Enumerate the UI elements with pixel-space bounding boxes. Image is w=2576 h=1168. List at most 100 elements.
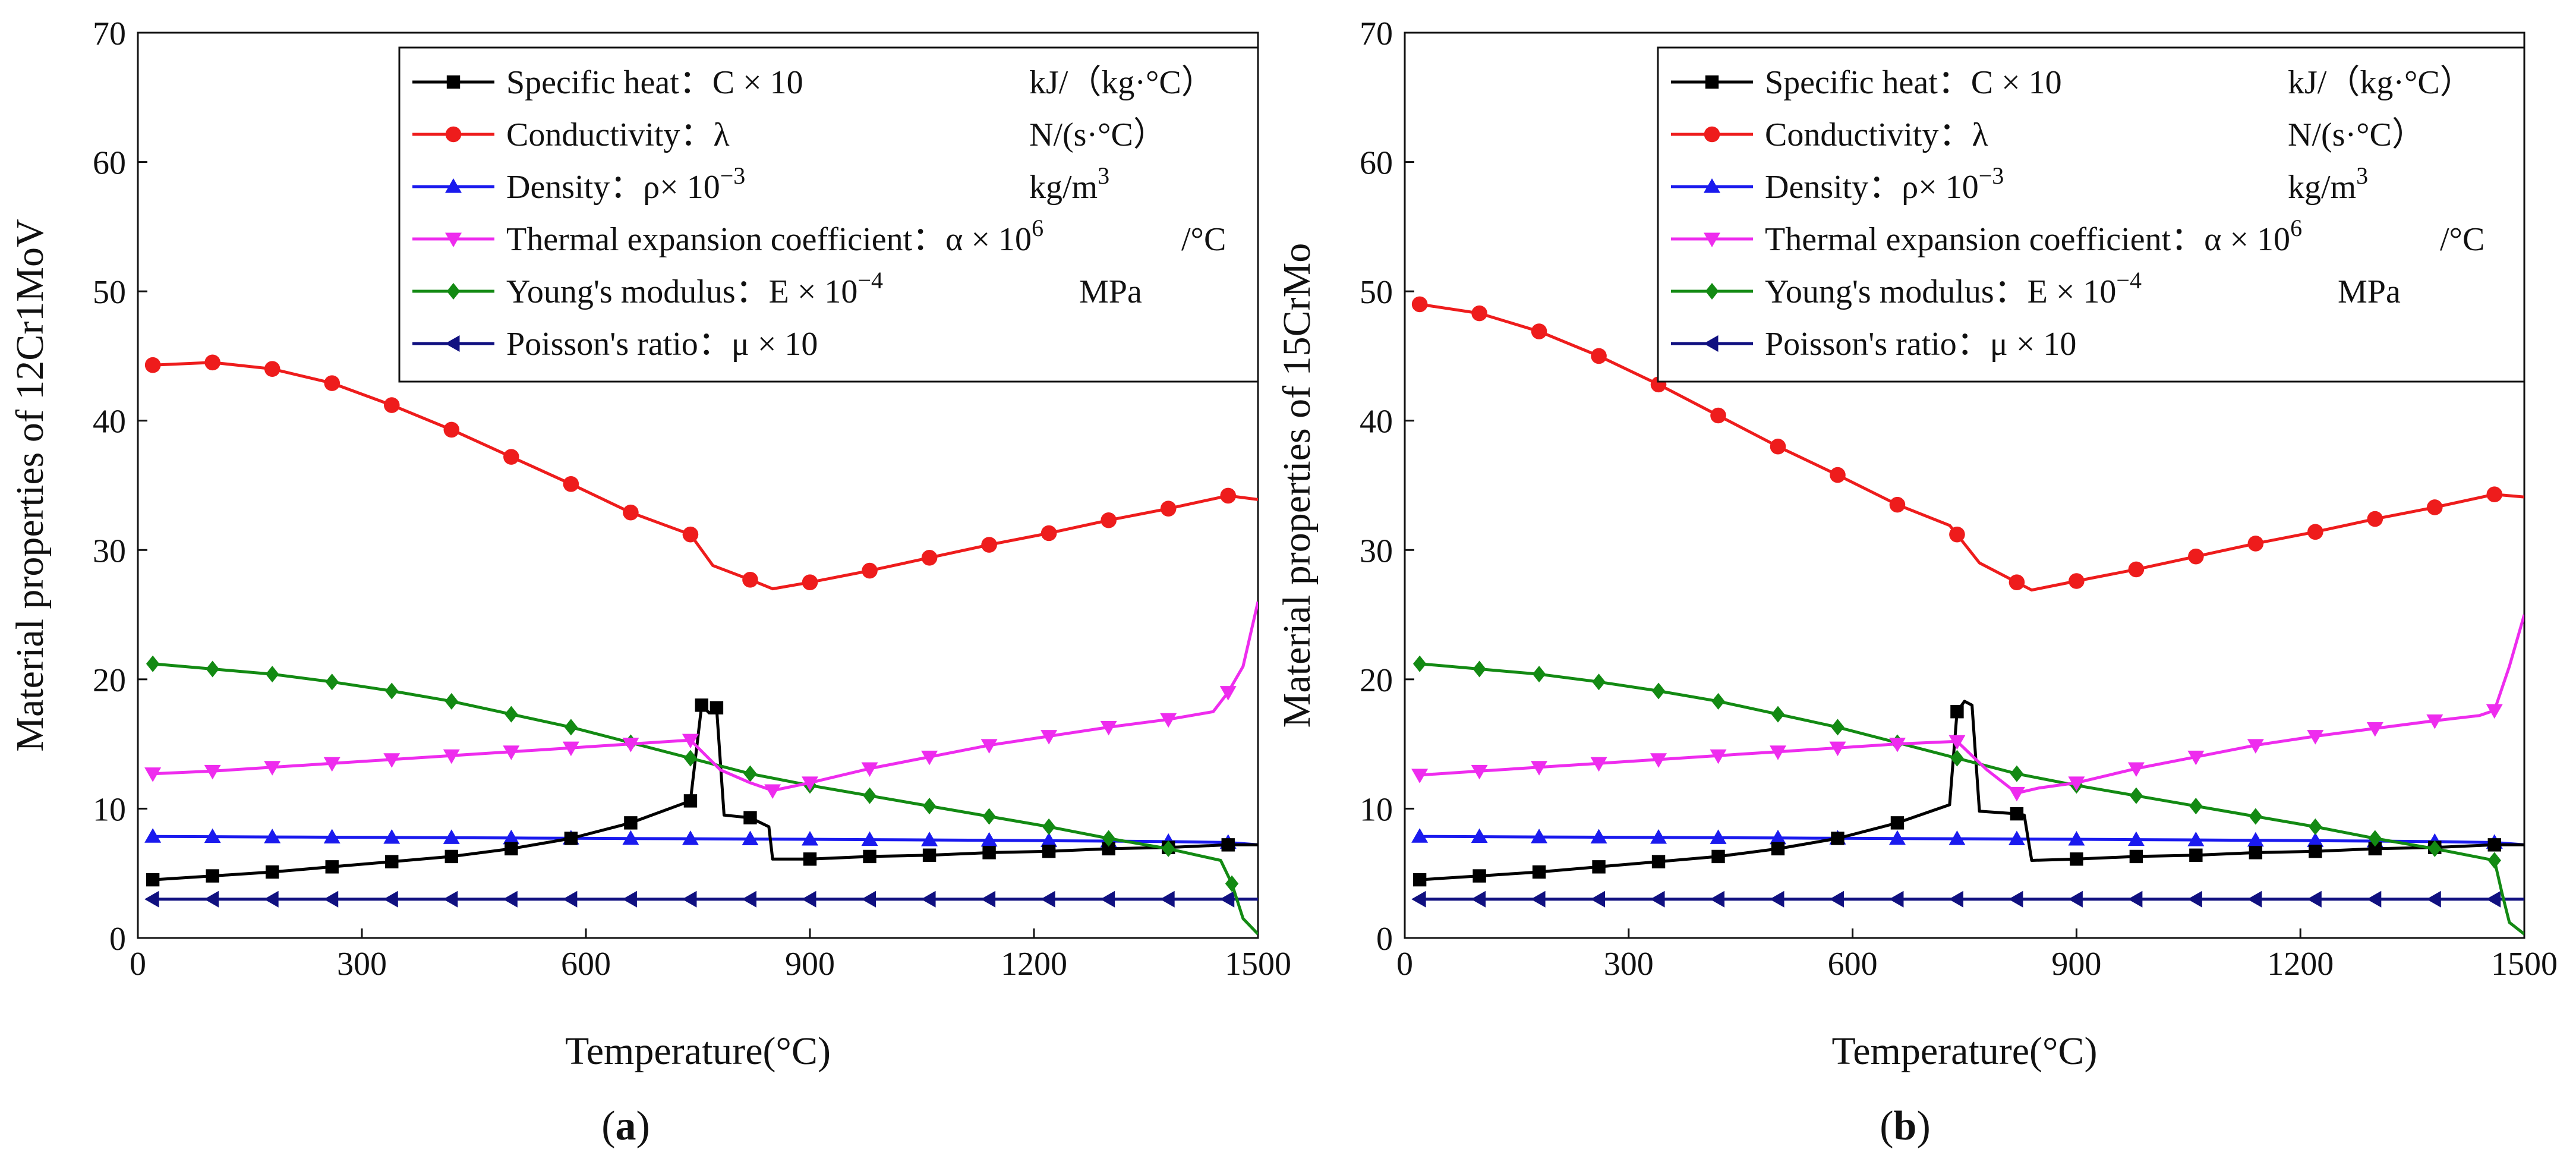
legend-label: Thermal expansion coefficient：α × 106 xyxy=(1765,215,2305,258)
data-point xyxy=(803,852,817,866)
data-point xyxy=(1590,757,1607,772)
y-tick-label: 40 xyxy=(1360,404,1393,440)
data-point xyxy=(264,890,279,908)
data-point xyxy=(503,745,520,760)
data-point xyxy=(144,890,159,908)
data-point xyxy=(1590,890,1606,908)
data-point xyxy=(443,749,460,764)
data-point xyxy=(2249,808,2263,825)
data-point xyxy=(1471,764,1488,780)
data-point xyxy=(2188,548,2204,565)
data-point xyxy=(1471,305,1487,322)
data-point xyxy=(2366,890,2382,908)
data-point xyxy=(325,860,339,874)
data-point xyxy=(623,504,639,521)
y-tick-label: 0 xyxy=(109,921,126,958)
legend-superscript: −4 xyxy=(857,267,883,294)
data-point xyxy=(1948,735,1966,750)
data-point xyxy=(1160,890,1175,908)
legend-marker-swatch xyxy=(446,283,461,300)
y-axis-title: Material properties of 15CrMo xyxy=(1275,243,1319,728)
data-point xyxy=(2309,818,2322,835)
legend: Specific heat：C × 10 kJ/（kg·°C） Conductivi… xyxy=(398,46,1259,383)
data-point xyxy=(1041,832,1058,847)
data-point xyxy=(443,890,458,908)
data-point xyxy=(624,816,638,830)
data-point xyxy=(2426,890,2441,908)
data-point xyxy=(1220,487,1237,504)
legend-item-poisson: Poisson's ratio：μ × 10 xyxy=(412,326,818,363)
data-point xyxy=(1889,496,1906,513)
data-point xyxy=(146,655,160,672)
legend-unit: N/(s·°C） xyxy=(2288,117,2425,153)
data-point xyxy=(2247,890,2262,908)
data-point xyxy=(2129,787,2143,804)
data-point xyxy=(204,354,220,371)
data-point xyxy=(1710,890,1725,908)
data-point xyxy=(802,776,818,791)
data-point xyxy=(2068,776,2085,791)
panel-letter: b xyxy=(1894,1103,1917,1149)
data-point xyxy=(1412,873,1427,887)
data-point xyxy=(1592,860,1606,874)
data-point xyxy=(695,698,708,712)
data-point xyxy=(1471,828,1488,843)
legend-superscript: 6 xyxy=(2290,215,2302,241)
data-point xyxy=(682,890,697,908)
data-point xyxy=(2187,832,2205,846)
data-point xyxy=(922,798,937,815)
x-tick-label: 1500 xyxy=(2491,946,2558,983)
data-point xyxy=(980,832,998,847)
data-point xyxy=(743,765,757,782)
data-point xyxy=(764,784,781,799)
x-tick-label: 1200 xyxy=(1001,946,1067,983)
data-point xyxy=(1770,438,1786,455)
legend-item-specific-heat: Specific heat：C × 10 kJ/（kg·°C） xyxy=(1671,64,2473,101)
data-point xyxy=(982,808,996,825)
data-point xyxy=(1770,829,1786,845)
data-point xyxy=(1100,720,1117,736)
series-line xyxy=(1419,662,2524,936)
data-point xyxy=(1042,818,1056,835)
data-point xyxy=(1888,830,1906,845)
data-point xyxy=(1710,749,1727,764)
data-point xyxy=(2426,714,2443,729)
legend-unit: MPa xyxy=(1079,273,1142,310)
y-tick-label: 10 xyxy=(1360,791,1393,828)
data-point xyxy=(2008,830,2025,846)
data-point xyxy=(2307,890,2322,908)
series-line xyxy=(1419,303,2524,592)
data-point xyxy=(2127,831,2145,846)
data-point xyxy=(1650,829,1667,844)
chart-panel-b: 0 300 600 900 1200 1500 0 10 20 30 40 50 60 70 Tempera… xyxy=(1275,15,2558,1149)
data-point xyxy=(1531,829,1548,843)
legend-label: Poisson's ratio：μ × 10 xyxy=(506,326,818,363)
data-point xyxy=(383,753,401,768)
data-point xyxy=(1592,673,1606,691)
legend-marker-swatch xyxy=(445,335,460,352)
data-point xyxy=(2070,852,2083,866)
data-point xyxy=(1950,705,1964,719)
data-point xyxy=(1710,829,1727,844)
data-point xyxy=(2009,574,2025,590)
data-point xyxy=(1102,830,1115,847)
data-point xyxy=(264,361,280,377)
data-point xyxy=(2129,849,2143,864)
data-point xyxy=(742,572,758,588)
data-point xyxy=(861,831,878,846)
x-tick-label: 900 xyxy=(2051,946,2101,983)
y-tick-label: 60 xyxy=(93,145,126,182)
legend-unit: kJ/（kg·°C） xyxy=(1029,64,1215,101)
data-point xyxy=(1948,890,1963,908)
data-point xyxy=(1950,750,1964,767)
data-point xyxy=(564,832,578,845)
data-point xyxy=(2128,561,2145,578)
data-point xyxy=(264,829,281,843)
data-point xyxy=(2486,704,2503,719)
data-point xyxy=(503,829,520,845)
plot-frame xyxy=(137,32,1259,939)
legend: Specific heat：C × 10 kJ/（kg·°C） Conductivi… xyxy=(1657,46,2525,383)
data-point xyxy=(144,357,161,373)
data-point xyxy=(921,550,938,566)
data-point xyxy=(2010,807,2024,821)
